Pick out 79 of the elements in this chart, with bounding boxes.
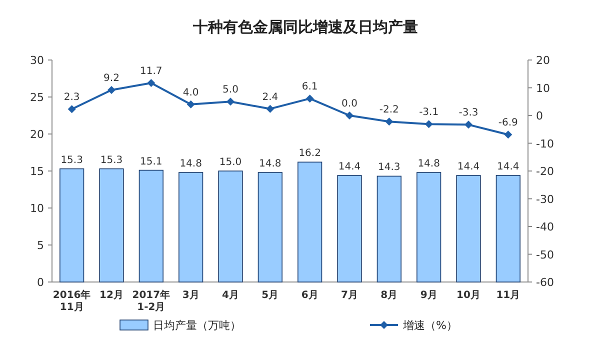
point: [266, 104, 274, 113]
y2-tick-label: -30: [536, 192, 554, 206]
x-tick-label: 2016年 11月: [52, 289, 91, 313]
y-tick-label: 30: [30, 54, 44, 67]
y2-tick-label: -40: [536, 220, 554, 234]
data-label: 2.3: [64, 92, 80, 104]
y-tick-label: 0: [37, 276, 44, 289]
legend-label: 增速（%）: [402, 319, 458, 332]
point: [424, 120, 433, 128]
data-label: 0.0: [342, 98, 358, 110]
y-tick-label: 10: [30, 202, 44, 215]
data-label: -6.9: [498, 118, 518, 129]
x-tick-label: 10月: [456, 290, 480, 301]
point: [186, 100, 195, 108]
data-label: 14.8: [180, 158, 202, 170]
x-tick-label: 5月: [262, 290, 279, 301]
x-tick-label: 6月: [301, 290, 318, 301]
x-tick-label: 3月: [182, 290, 200, 301]
y2-tick-label: -60: [536, 276, 554, 289]
x-tick-label: 2017年 1-2月: [132, 289, 170, 313]
data-label: 14.3: [378, 162, 400, 174]
x-tick-label: 7月: [341, 290, 358, 301]
data-label: 15.3: [100, 154, 123, 166]
bar: [337, 175, 362, 282]
point: [147, 79, 156, 88]
bar: [138, 170, 164, 282]
bar: [416, 172, 442, 282]
y2-tick-label: -50: [536, 248, 554, 262]
point: [306, 94, 314, 103]
y-tick-label: 15: [30, 165, 44, 178]
point: [385, 118, 394, 126]
point: [226, 98, 234, 106]
chart-title: 十种有色金属同比增速及日均产量: [192, 18, 418, 36]
bar: [99, 168, 124, 282]
bar: [60, 168, 84, 282]
data-label: 6.1: [302, 82, 318, 93]
point: [68, 105, 76, 114]
bar: [178, 172, 204, 282]
data-label: 4.0: [182, 87, 199, 98]
data-label: -3.1: [419, 107, 439, 118]
x-tick-label: 11月: [496, 290, 520, 301]
data-label: 15.1: [140, 156, 162, 168]
bar: [376, 176, 402, 282]
data-label: 15.3: [60, 154, 83, 166]
data-label: -2.2: [379, 104, 399, 116]
data-label: 2.4: [262, 92, 278, 103]
data-label: 16.2: [298, 148, 321, 160]
data-label: 14.8: [259, 158, 282, 170]
data-label: -3.3: [458, 108, 478, 119]
bar: [258, 172, 282, 282]
data-label: 14.4: [497, 161, 520, 172]
x-tick-label: 8月: [380, 290, 398, 301]
y-tick-label: 25: [30, 91, 44, 104]
data-label: 15.0: [219, 157, 242, 168]
y2-tick-label: -10: [536, 137, 554, 150]
data-label: 14.4: [457, 161, 480, 172]
bar: [496, 175, 520, 282]
y-tick-label: 5: [37, 239, 44, 252]
legend-label: 日均产量（万吨）: [153, 319, 241, 332]
data-label: 9.2: [104, 72, 120, 84]
point: [346, 112, 354, 120]
data-label: 5.0: [222, 84, 238, 96]
y2-tick-label: -20: [536, 165, 554, 178]
data-label: 14.4: [338, 161, 361, 172]
y2-tick-label: 20: [536, 54, 550, 67]
point: [504, 130, 512, 139]
x-tick-label: 4月: [222, 290, 239, 301]
x-tick-label: 12月: [100, 290, 124, 301]
bar: [298, 162, 322, 282]
point: [108, 86, 116, 94]
point: [464, 120, 472, 129]
y2-tick-label: 0: [536, 110, 543, 122]
y2-tick-label: 10: [536, 82, 550, 95]
bar: [218, 170, 243, 282]
x-tick-label: 9月: [420, 290, 438, 301]
data-label: 11.7: [140, 66, 162, 78]
bar: [456, 175, 481, 282]
y-tick-label: 20: [30, 128, 44, 141]
data-label: 14.8: [418, 158, 440, 170]
